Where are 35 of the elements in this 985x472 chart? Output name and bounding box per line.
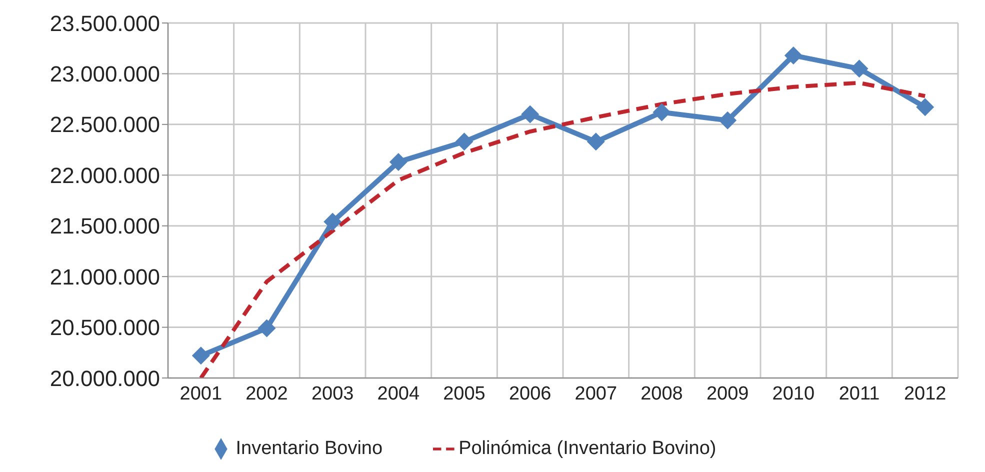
y-tick-label: 23.500.000 <box>50 10 160 36</box>
x-tick-label: 2005 <box>443 383 486 404</box>
point <box>324 212 342 231</box>
point <box>521 105 540 124</box>
x-tick-label: 2011 <box>838 383 880 404</box>
point <box>455 132 474 151</box>
point <box>718 111 737 130</box>
legend-label: Inventario Bovino <box>236 438 383 459</box>
x-tick-label: 2004 <box>377 383 420 404</box>
y-tick-label: 20.000.000 <box>50 366 160 391</box>
point <box>258 319 276 338</box>
legend-label: Polinómica (Inventario Bovino) <box>458 438 716 459</box>
x-tick-label: 2001 <box>180 383 222 404</box>
y-tick-label: 23.000.000 <box>50 62 160 87</box>
line-series <box>198 80 928 378</box>
y-tick-label: 22.500.000 <box>50 112 160 138</box>
y-tick-label: 21.000.000 <box>50 264 160 290</box>
point <box>850 60 868 78</box>
x-tick-label: 2006 <box>508 383 552 404</box>
point <box>192 346 210 365</box>
point <box>916 98 934 116</box>
x-tick-label: 2003 <box>311 383 354 404</box>
x-tick-label: 2012 <box>904 383 946 404</box>
point <box>784 46 802 64</box>
point <box>389 152 408 171</box>
x-tick-label: 2010 <box>772 383 815 404</box>
point <box>652 103 671 122</box>
x-tick-label: 2002 <box>246 383 288 404</box>
x-tick-label: 2007 <box>574 383 618 404</box>
x-tick-label: 2008 <box>640 383 683 404</box>
y-tick-label: 20.500.000 <box>50 315 160 340</box>
point <box>586 132 605 151</box>
x-tick-label: 2009 <box>706 383 749 404</box>
y-tick-label: 21.500.000 <box>50 214 160 239</box>
y-tick-label: 22.000.000 <box>50 162 160 188</box>
